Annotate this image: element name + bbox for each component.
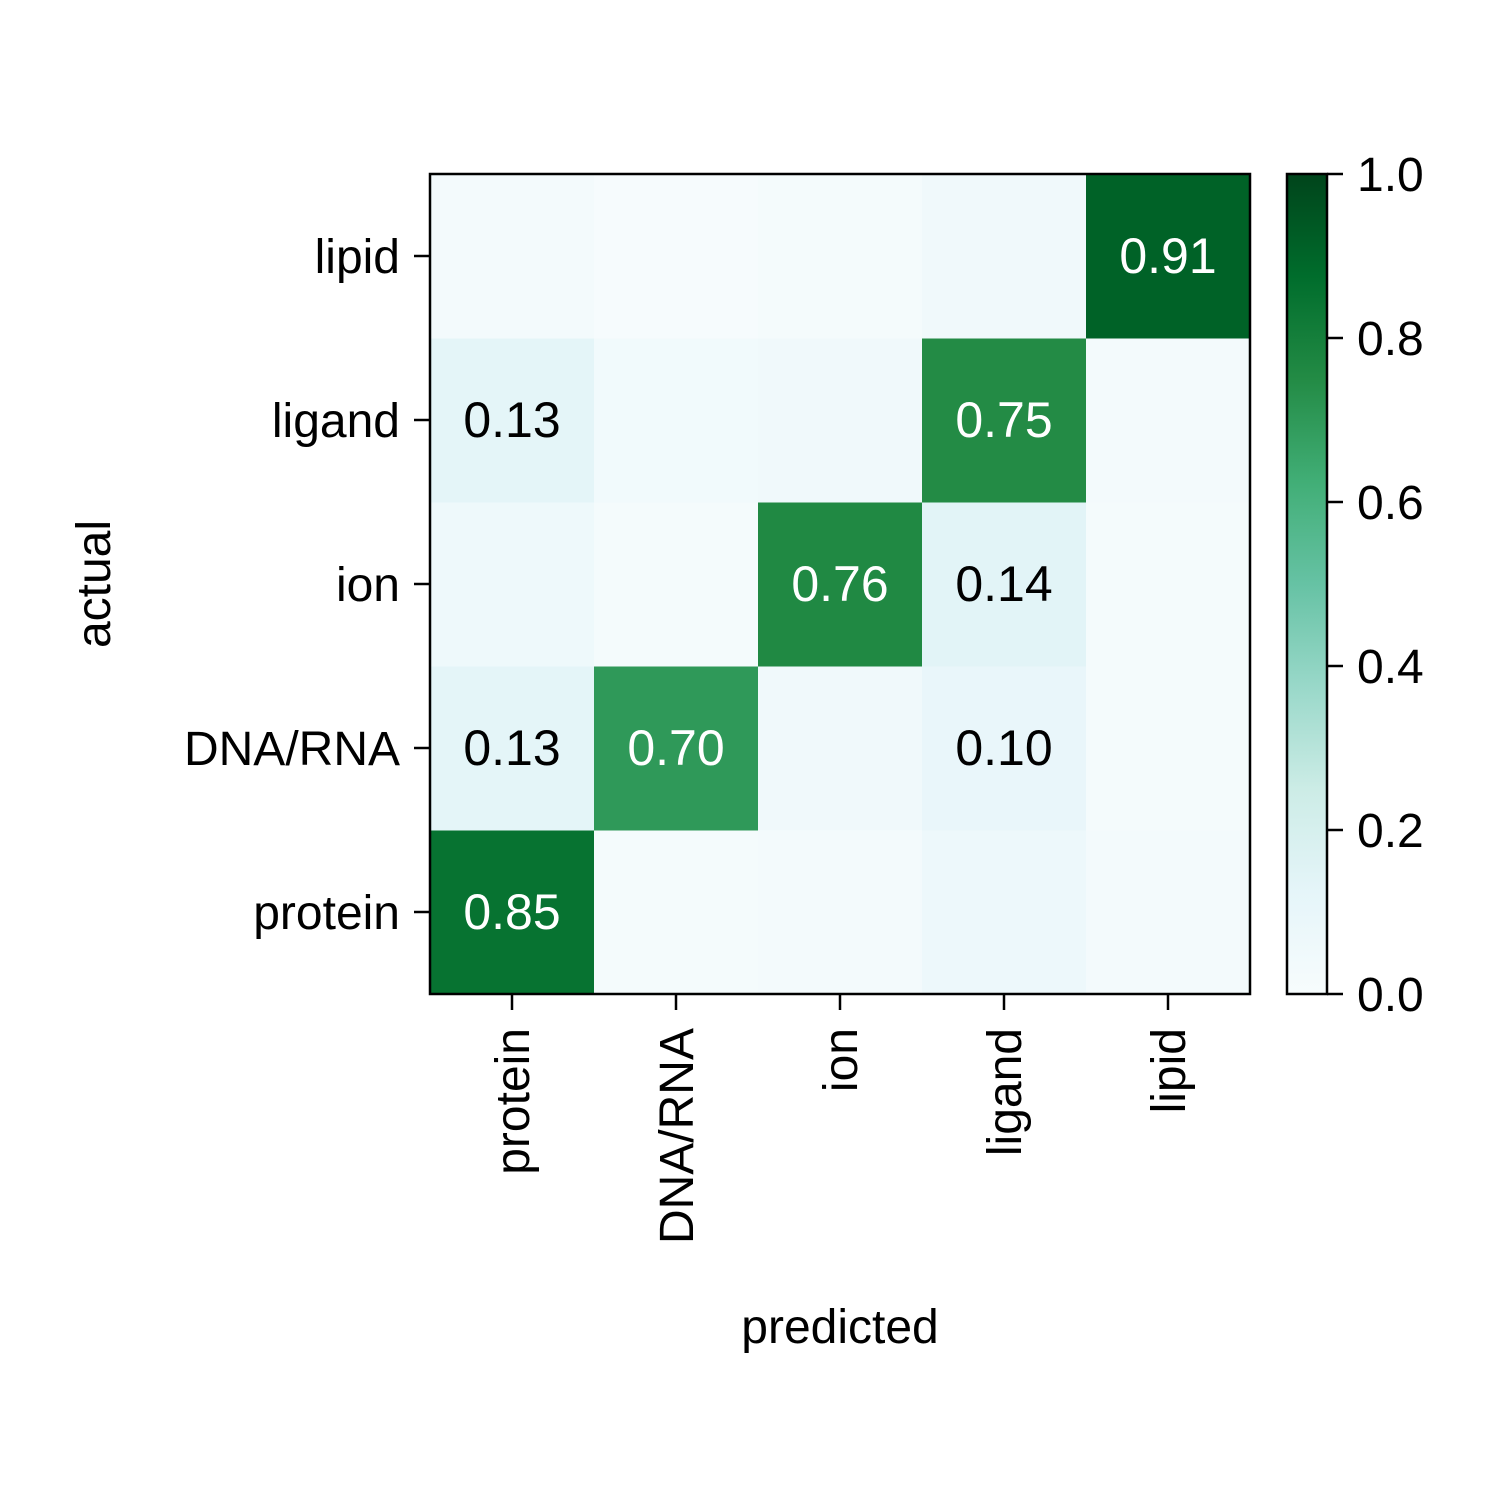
x-tick-label: ligand xyxy=(979,1028,1032,1156)
x-tick-label: protein xyxy=(487,1028,540,1175)
heatmap-cell-ion-protein xyxy=(430,502,595,667)
heatmap-cell-ion-dnarna xyxy=(594,502,759,667)
heatmap-cell-ion-ligand xyxy=(922,502,1087,667)
colorbar-ticks: 0.0 0.2 0.4 0.6 0.8 1.0 xyxy=(1327,149,1424,1022)
cell-value-label: 0.13 xyxy=(463,392,560,448)
heatmap-cell-protein-ion xyxy=(758,830,923,995)
cell-value-label: 0.10 xyxy=(955,720,1052,776)
y-axis-label: actual xyxy=(68,520,121,648)
x-axis: protein DNA/RNA ion ligand lipid xyxy=(487,994,1196,1244)
cell-value-label: 0.70 xyxy=(627,720,724,776)
colorbar: 0.0 0.2 0.4 0.6 0.8 1.0 xyxy=(1285,149,1424,1022)
y-axis: protein DNA/RNA ion ligand lipid xyxy=(184,231,430,940)
heatmap-cell-lipid-lipid xyxy=(1086,174,1251,339)
x-tick-label: ion xyxy=(815,1028,868,1092)
cell-value-label: 0.91 xyxy=(1119,228,1216,284)
heatmap-cell-lipid-protein xyxy=(430,174,595,339)
heatmap-cell-dnarna-lipid xyxy=(1086,666,1251,831)
heatmap-cell-ligand-protein xyxy=(430,338,595,503)
y-tick-label: ion xyxy=(336,559,400,612)
cell-value-label: 0.76 xyxy=(791,556,888,612)
colorbar-tick-label: 0.8 xyxy=(1357,313,1424,366)
colorbar-tick-label: 0.4 xyxy=(1357,641,1424,694)
heatmap-cell-ligand-dnarna xyxy=(594,338,759,503)
y-tick-label: ligand xyxy=(272,395,400,448)
cell-value-label: 0.14 xyxy=(955,556,1052,612)
heatmap-cell-protein-lipid xyxy=(1086,830,1251,995)
heatmap-cell-dnarna-dnarna xyxy=(594,666,759,831)
heatmap-cell-dnarna-ion xyxy=(758,666,923,831)
heatmap-cell-lipid-ion xyxy=(758,174,923,339)
y-tick-label: lipid xyxy=(315,231,400,284)
x-tick-label: lipid xyxy=(1143,1028,1196,1113)
heatmap-cell-ligand-ion xyxy=(758,338,923,503)
x-axis-label: predicted xyxy=(741,1301,938,1354)
colorbar-tick-label: 0.0 xyxy=(1357,969,1424,1022)
colorbar-gradient xyxy=(1285,172,1329,996)
heatmap-cell-lipid-dnarna xyxy=(594,174,759,339)
colorbar-tick-label: 0.2 xyxy=(1357,805,1424,858)
cell-value-label: 0.75 xyxy=(955,392,1052,448)
heatmap-cells xyxy=(430,174,1251,995)
heatmap-cell-ligand-lipid xyxy=(1086,338,1251,503)
cell-annotations: 0.85 0.13 0.70 0.10 0.76 0.14 0.13 0.75 0.91 xyxy=(463,228,1216,940)
heatmap-cell-dnarna-ligand xyxy=(922,666,1087,831)
heatmap-cell-dnarna-protein xyxy=(430,666,595,831)
heatmap-cell-protein-protein xyxy=(430,830,595,995)
heatmap-cell-ion-ion xyxy=(758,502,923,667)
x-tick-label: DNA/RNA xyxy=(651,1028,704,1244)
heatmap-cell-protein-ligand xyxy=(922,830,1087,995)
heatmap-cell-ligand-ligand xyxy=(922,338,1087,503)
colorbar-tick-label: 1.0 xyxy=(1357,149,1424,202)
y-tick-label: protein xyxy=(253,887,400,940)
heatmap-cell-protein-dnarna xyxy=(594,830,759,995)
cell-value-label: 0.85 xyxy=(463,884,560,940)
heatmap-cell-lipid-ligand xyxy=(922,174,1087,339)
cell-value-label: 0.13 xyxy=(463,720,560,776)
colorbar-tick-label: 0.6 xyxy=(1357,477,1424,530)
y-tick-label: DNA/RNA xyxy=(184,723,400,776)
heatmap-cell-ion-lipid xyxy=(1086,502,1251,667)
